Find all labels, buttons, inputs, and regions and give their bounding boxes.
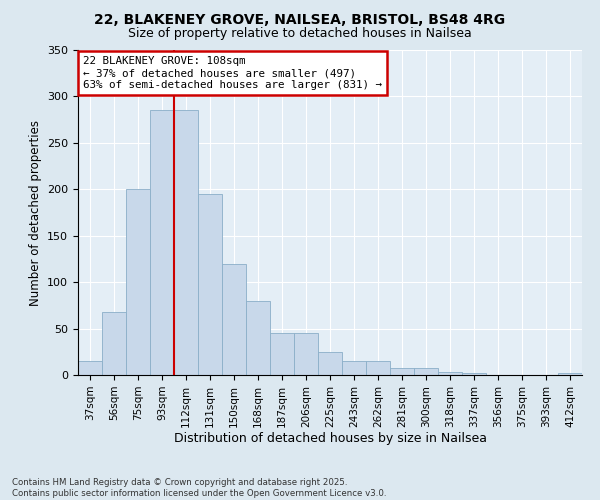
Bar [126, 190, 150, 375]
Y-axis label: Number of detached properties: Number of detached properties [29, 120, 41, 306]
Bar [150, 110, 174, 375]
Bar [558, 373, 582, 375]
Bar [270, 333, 294, 375]
Bar [294, 333, 318, 375]
Text: 22, BLAKENEY GROVE, NAILSEA, BRISTOL, BS48 4RG: 22, BLAKENEY GROVE, NAILSEA, BRISTOL, BS… [94, 12, 506, 26]
Bar [78, 361, 102, 375]
X-axis label: Distribution of detached houses by size in Nailsea: Distribution of detached houses by size … [173, 432, 487, 446]
Bar [414, 368, 438, 375]
Text: Size of property relative to detached houses in Nailsea: Size of property relative to detached ho… [128, 28, 472, 40]
Bar [198, 194, 222, 375]
Text: Contains HM Land Registry data © Crown copyright and database right 2025.
Contai: Contains HM Land Registry data © Crown c… [12, 478, 386, 498]
Bar [318, 352, 342, 375]
Bar [438, 372, 462, 375]
Text: 22 BLAKENEY GROVE: 108sqm
← 37% of detached houses are smaller (497)
63% of semi: 22 BLAKENEY GROVE: 108sqm ← 37% of detac… [83, 56, 382, 90]
Bar [462, 373, 486, 375]
Bar [174, 110, 198, 375]
Bar [222, 264, 246, 375]
Bar [246, 300, 270, 375]
Bar [390, 368, 414, 375]
Bar [102, 312, 126, 375]
Bar [366, 361, 390, 375]
Bar [342, 361, 366, 375]
